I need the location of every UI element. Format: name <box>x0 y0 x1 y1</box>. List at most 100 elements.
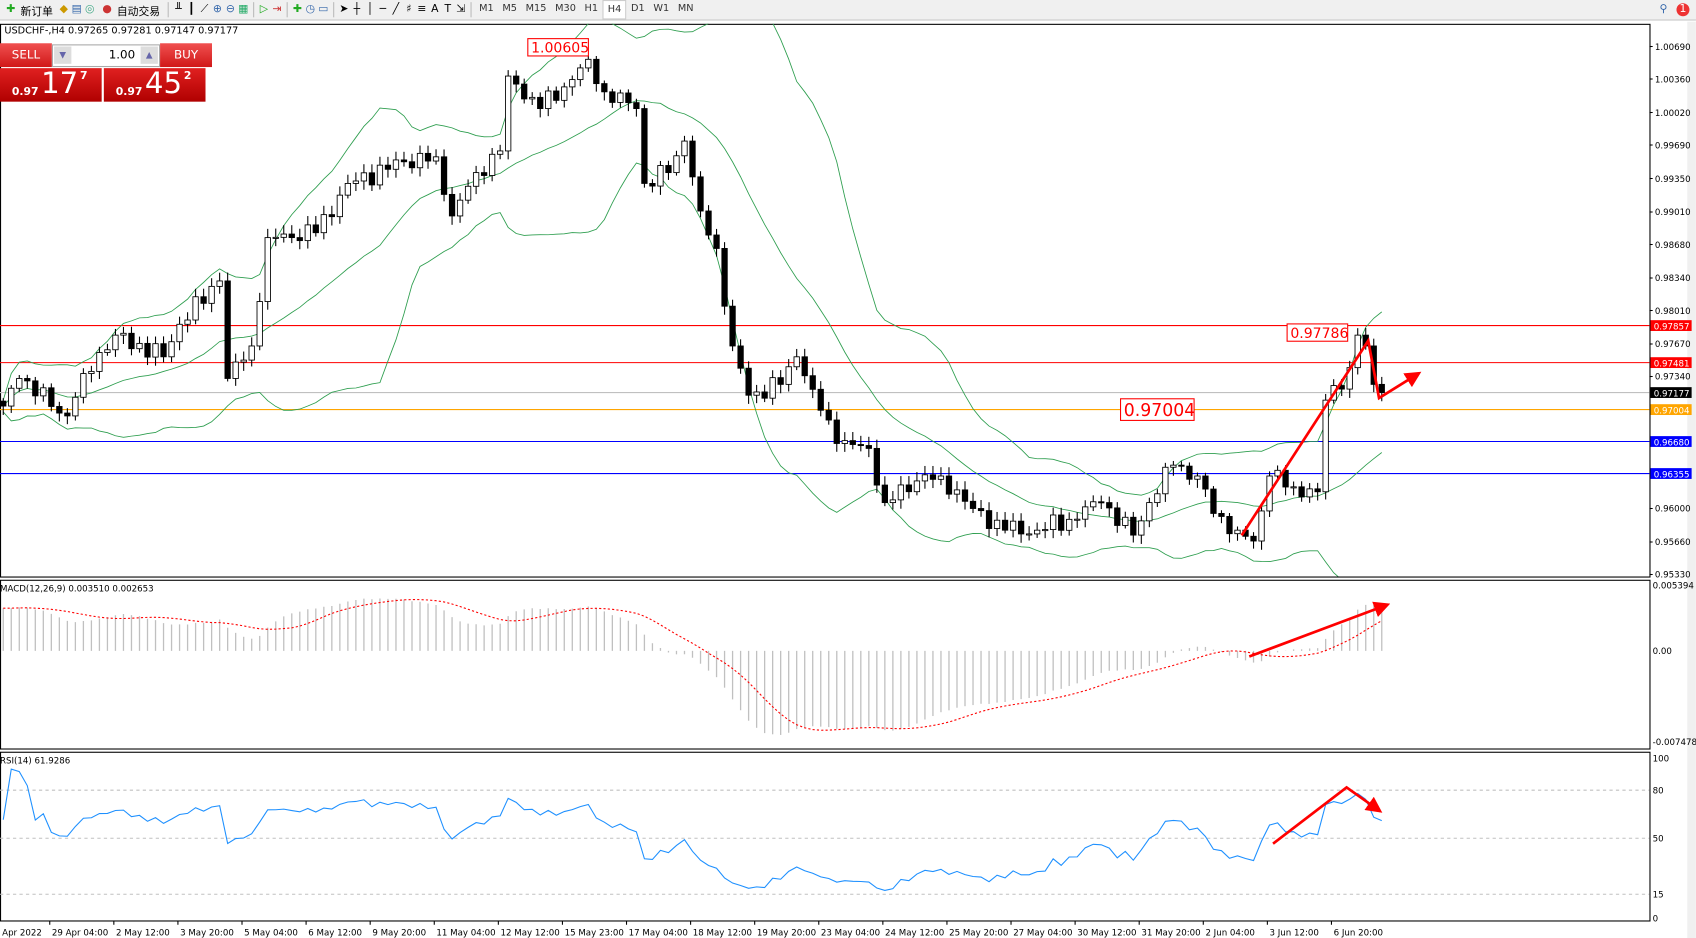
lot-size-input[interactable]: ▼ 1.00 ▲ <box>51 44 161 68</box>
candle-body <box>400 159 408 163</box>
rsi-plot <box>0 768 1650 895</box>
candle-body <box>1154 493 1161 504</box>
timeframe-m15[interactable]: M15 <box>525 3 547 15</box>
candle-body <box>729 305 736 347</box>
zoom-in-icon[interactable]: ⊕ <box>212 3 222 16</box>
candle <box>705 205 712 240</box>
timeframe-h1[interactable]: H1 <box>584 3 599 15</box>
candle <box>1218 510 1225 524</box>
candle <box>1122 511 1129 529</box>
line-chart-icon[interactable]: ⟋ <box>200 3 209 16</box>
divider <box>470 2 472 18</box>
candle-body <box>577 67 584 81</box>
candle <box>513 70 520 93</box>
candle <box>416 145 424 177</box>
zoom-out-icon[interactable]: ⊖ <box>225 3 235 16</box>
candle <box>352 172 360 192</box>
candle-body <box>937 475 945 480</box>
sell-button[interactable]: SELL <box>0 43 52 68</box>
templates-icon[interactable]: ▭ <box>318 3 329 16</box>
candle-body <box>112 334 119 351</box>
candle-body <box>1378 383 1385 393</box>
indicators-icon[interactable]: ✚ <box>292 3 302 16</box>
candle <box>969 492 977 514</box>
lot-size-value[interactable]: 1.00 <box>108 47 136 62</box>
vertical-line-icon[interactable]: │ <box>366 3 374 16</box>
price-label-support-box <box>1119 398 1195 421</box>
equidistant-channel-icon[interactable]: ♯ <box>406 3 412 16</box>
timeframe-m1[interactable]: M1 <box>479 3 494 15</box>
text-icon[interactable]: A <box>431 3 439 16</box>
timeframe-h4[interactable]: H4 <box>602 0 627 20</box>
candle <box>561 82 568 108</box>
time-axis-label: 12 May 12:00 <box>501 929 560 938</box>
fibonacci-icon[interactable]: ≡ <box>417 3 427 16</box>
scrollbar[interactable] <box>1687 21 1696 938</box>
time-axis-label: 19 May 20:00 <box>757 929 816 938</box>
candle-body <box>697 176 704 212</box>
candle <box>521 78 528 104</box>
data-window-icon[interactable]: ▤ <box>71 3 82 16</box>
buy-price[interactable]: 0.97 45 2 <box>103 67 206 102</box>
price-plot: 1.00605 0.97786 0.97004 <box>0 23 1650 577</box>
timeframe-d1[interactable]: D1 <box>631 3 645 15</box>
candle <box>1250 532 1257 549</box>
bar-chart-icon[interactable]: ╨ <box>175 3 182 16</box>
timeframe-m5[interactable]: M5 <box>502 3 518 15</box>
candle <box>136 336 143 353</box>
candle-body <box>961 489 969 502</box>
cursor-icon[interactable]: ➤ <box>339 3 349 16</box>
periods-icon[interactable]: ◷ <box>305 3 316 16</box>
timeframe-m30[interactable]: M30 <box>555 3 576 15</box>
auto-trading-button[interactable]: ● 自动交易 <box>96 0 164 19</box>
level-price-label: 0.97857 <box>1654 322 1690 332</box>
candle-body <box>657 165 664 187</box>
search-icon[interactable]: ⚲ <box>1659 3 1668 16</box>
candle-body <box>921 474 929 482</box>
time-axis-label: 2 May 12:00 <box>116 929 170 938</box>
candle-body <box>1322 399 1329 493</box>
candle-body <box>144 342 151 358</box>
candle <box>384 156 392 178</box>
macd-panel <box>0 579 1651 750</box>
candle-body <box>529 96 536 100</box>
candle <box>456 193 464 223</box>
timeframe-w1[interactable]: W1 <box>653 3 670 15</box>
lot-decrease-icon[interactable]: ▼ <box>54 46 72 64</box>
candle <box>192 288 199 325</box>
chart-shift-icon[interactable]: ⇥ <box>272 3 282 16</box>
candle <box>80 368 87 404</box>
market-watch-icon[interactable]: ◆ <box>59 3 68 16</box>
candle <box>897 476 905 509</box>
candle <box>440 149 448 202</box>
candle-body <box>40 387 47 397</box>
time-axis-label: 6 May 12:00 <box>308 929 362 938</box>
new-order-button[interactable]: ✚ 新订单 <box>0 0 57 19</box>
candle-body <box>689 140 696 178</box>
crosshair-icon[interactable]: ┼ <box>353 3 361 16</box>
candle <box>849 432 856 450</box>
buy-button[interactable]: BUY <box>160 43 212 68</box>
signals-icon[interactable]: ◎ <box>85 3 95 16</box>
trendline-icon[interactable]: ╱ <box>392 3 400 16</box>
lot-increase-icon[interactable]: ▲ <box>140 46 158 64</box>
tile-windows-icon[interactable]: ▦ <box>238 3 249 16</box>
candle-body <box>344 183 352 196</box>
candlestick-icon[interactable]: ┃ <box>188 3 195 16</box>
candle-body <box>681 140 688 157</box>
autoscroll-icon[interactable]: ▷ <box>259 3 269 16</box>
candle-body <box>1226 516 1233 535</box>
text-label-icon[interactable]: T <box>444 3 452 16</box>
candle-body <box>1282 469 1289 488</box>
notification-badge[interactable]: 1 <box>1676 3 1690 17</box>
timeframe-mn[interactable]: MN <box>677 3 694 15</box>
arrows-icon[interactable]: ⇲ <box>456 3 466 16</box>
candle-body <box>745 367 752 396</box>
horizontal-line-icon[interactable]: ─ <box>379 3 387 16</box>
candle-body <box>88 370 95 374</box>
candle-body <box>296 237 303 242</box>
candle <box>1001 512 1009 534</box>
candle <box>537 92 544 118</box>
sell-price[interactable]: 0.97 17 7 <box>0 67 102 102</box>
